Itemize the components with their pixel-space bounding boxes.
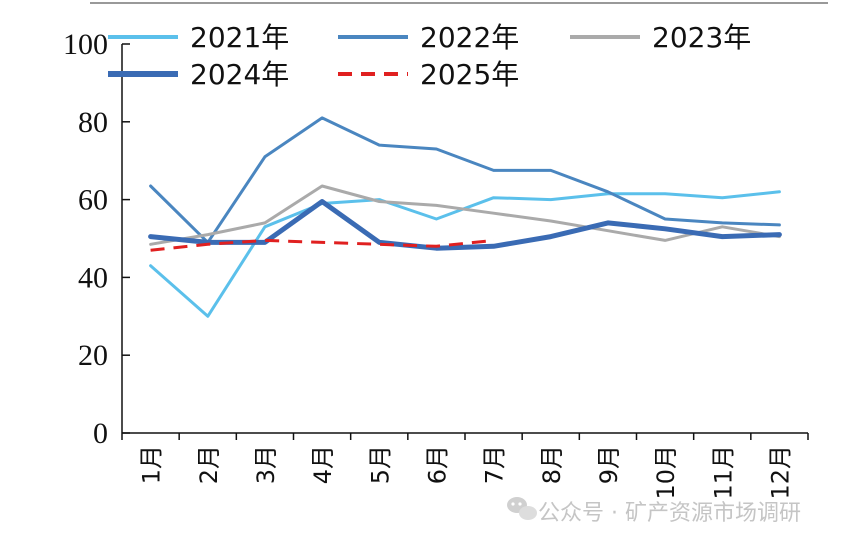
legend-label: 2025年 bbox=[420, 58, 519, 91]
y-tick-label: 80 bbox=[78, 106, 108, 139]
x-tick-label: 9月 bbox=[595, 445, 623, 484]
data-point bbox=[778, 234, 780, 236]
data-point bbox=[435, 204, 437, 206]
data-point bbox=[664, 228, 666, 230]
data-point bbox=[435, 245, 437, 247]
data-point bbox=[607, 230, 609, 232]
x-tick-label: 10月 bbox=[652, 445, 680, 500]
series-4 bbox=[150, 238, 495, 252]
x-tick-label: 4月 bbox=[309, 445, 337, 484]
legend: 2021年 2022年 2023年 2024年 2025年 bbox=[108, 21, 751, 91]
legend-item: 2025年 bbox=[338, 58, 519, 91]
data-point bbox=[150, 185, 152, 187]
data-point bbox=[150, 243, 152, 245]
legend-label: 2023年 bbox=[652, 21, 751, 54]
data-point bbox=[378, 201, 380, 203]
data-point bbox=[493, 212, 495, 214]
y-tick-label: 60 bbox=[78, 184, 108, 217]
data-point bbox=[264, 226, 266, 228]
data-point bbox=[493, 169, 495, 171]
data-point bbox=[207, 315, 209, 317]
data-point bbox=[664, 218, 666, 220]
legend-item: 2021年 bbox=[108, 21, 289, 54]
legend-item: 2024年 bbox=[108, 58, 289, 91]
data-point bbox=[664, 193, 666, 195]
data-point bbox=[721, 236, 723, 238]
series-line bbox=[150, 238, 494, 252]
legend-label: 2021年 bbox=[190, 21, 289, 54]
data-point bbox=[493, 197, 495, 199]
x-tick-label: 3月 bbox=[252, 445, 280, 484]
data-point bbox=[207, 243, 209, 245]
x-tick-label: 12月 bbox=[766, 445, 794, 500]
x-tick-label: 2月 bbox=[195, 445, 223, 484]
data-point bbox=[550, 199, 552, 201]
legend-label: 2022年 bbox=[420, 21, 519, 54]
data-point bbox=[207, 234, 209, 236]
data-point bbox=[435, 218, 437, 220]
data-point bbox=[493, 245, 495, 247]
data-point bbox=[550, 236, 552, 238]
legend-item: 2022年 bbox=[338, 21, 519, 54]
wechat-icon bbox=[507, 497, 537, 520]
x-tick-label: 8月 bbox=[538, 445, 566, 484]
x-tick-label: 7月 bbox=[481, 445, 509, 484]
data-point bbox=[550, 169, 552, 171]
data-point bbox=[321, 241, 323, 243]
series-line bbox=[149, 116, 781, 244]
data-point bbox=[721, 226, 723, 228]
data-point bbox=[321, 185, 323, 187]
data-point bbox=[378, 144, 380, 146]
x-tick-label: 5月 bbox=[366, 445, 394, 484]
data-point bbox=[150, 249, 152, 251]
watermark: 公众号 · 矿产资源市场调研 bbox=[507, 497, 801, 526]
axes: 0 20 40 60 80 100 1月 2月 3月 4月 5月 6月 7月 8月 9月 10月 11月 12月 bbox=[63, 28, 809, 500]
data-point bbox=[321, 117, 323, 119]
data-point bbox=[721, 197, 723, 199]
x-tick-label: 1月 bbox=[138, 445, 166, 484]
data-point bbox=[607, 191, 609, 193]
y-tick-label: 40 bbox=[78, 261, 108, 294]
data-point bbox=[150, 236, 152, 238]
data-point bbox=[721, 222, 723, 224]
data-point bbox=[378, 241, 380, 243]
data-point bbox=[493, 239, 495, 241]
y-tick-label: 20 bbox=[78, 339, 108, 372]
series-layer bbox=[148, 116, 782, 318]
data-point bbox=[264, 239, 266, 241]
series-line bbox=[149, 184, 781, 246]
data-point bbox=[150, 265, 152, 267]
data-point bbox=[664, 239, 666, 241]
watermark-text: 公众号 · 矿产资源市场调研 bbox=[538, 501, 801, 526]
series-2 bbox=[149, 184, 781, 246]
legend-item: 2023年 bbox=[570, 21, 751, 54]
data-point bbox=[550, 220, 552, 222]
data-point bbox=[264, 222, 266, 224]
legend-label: 2024年 bbox=[190, 58, 289, 91]
y-tick-label: 0 bbox=[93, 417, 108, 450]
x-tick-label: 6月 bbox=[423, 445, 451, 484]
data-point bbox=[378, 243, 380, 245]
y-tick-label: 100 bbox=[63, 28, 108, 61]
data-point bbox=[264, 156, 266, 158]
x-tick-label: 11月 bbox=[709, 445, 737, 500]
data-point bbox=[607, 222, 609, 224]
data-point bbox=[321, 201, 323, 203]
series-1 bbox=[149, 116, 781, 244]
data-point bbox=[778, 191, 780, 193]
data-point bbox=[435, 148, 437, 150]
data-point bbox=[778, 224, 780, 226]
